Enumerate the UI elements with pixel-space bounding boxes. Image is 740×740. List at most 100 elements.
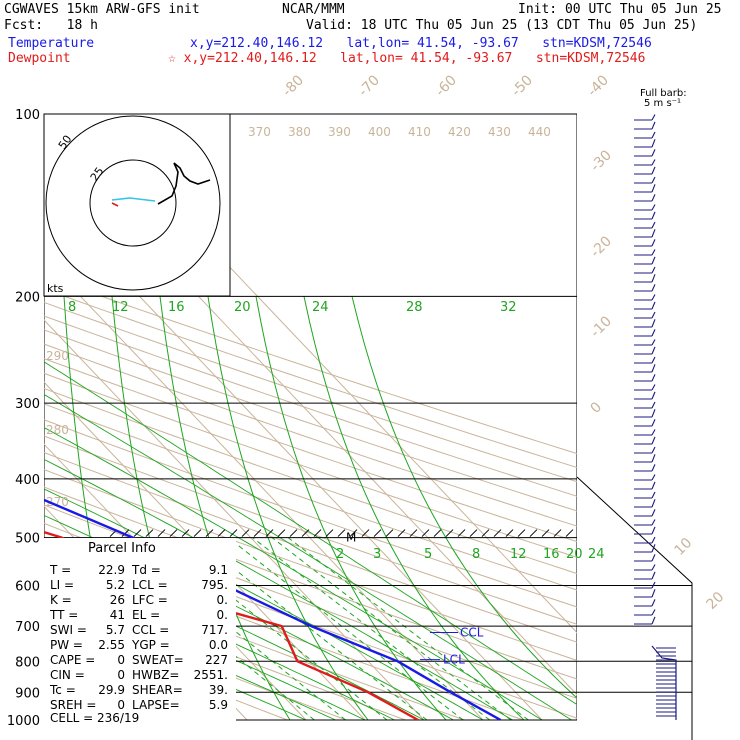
hatch-mark xyxy=(349,529,358,537)
dry-adiabat-line xyxy=(44,301,577,483)
theta-label: 370 xyxy=(248,125,271,139)
wind-barb xyxy=(634,409,656,418)
hodograph-trace-low xyxy=(111,197,156,202)
hatch-mark xyxy=(373,529,382,537)
init-time: Init: 00 UTC Thu 05 Jun 25 xyxy=(518,2,722,17)
mixing-ratio-label: 8 xyxy=(472,547,480,562)
isotherm-line xyxy=(44,319,425,720)
hatch-mark xyxy=(205,529,214,537)
parcel-info-cell: 9.1 xyxy=(209,563,228,577)
isotherm-label: -50 xyxy=(509,72,536,99)
hatch-mark xyxy=(169,529,178,537)
parcel-info-cell: EL = xyxy=(132,608,160,622)
pressure-tick-label: 100 xyxy=(15,108,40,123)
theta-label: 390 xyxy=(328,125,351,139)
wind-barb xyxy=(634,114,656,121)
parcel-info-cell: HWBZ= xyxy=(132,668,179,682)
mixing-ratio-label: 24 xyxy=(588,547,605,562)
wind-barb xyxy=(634,536,656,544)
hatch-mark xyxy=(445,529,454,537)
theta-label: 410 xyxy=(408,125,431,139)
wind-barb xyxy=(634,311,656,319)
hatch-mark xyxy=(433,529,442,537)
hatch-mark xyxy=(121,529,130,537)
parcel-info-cell: 2.55 xyxy=(98,638,125,652)
parcel-info-cell: SREH = xyxy=(50,698,96,712)
dry-adiabat-line xyxy=(44,403,577,591)
parcel-info-cell: 0. xyxy=(217,608,228,622)
theta-label: 420 xyxy=(448,125,471,139)
mixing-ratio-label: 3 xyxy=(373,547,381,562)
hatch-mark xyxy=(493,529,502,537)
wind-barb xyxy=(634,256,656,265)
wind-barb xyxy=(634,401,656,409)
lcl-label: LCL xyxy=(443,653,465,667)
hatch-mark xyxy=(229,529,238,537)
isotherm-label: 0 xyxy=(588,399,606,417)
isotherm-label: 10 xyxy=(672,535,696,559)
wind-barb xyxy=(634,419,656,427)
mixing-ratio-label: 32 xyxy=(500,300,517,315)
mixing-ratio-label: 20 xyxy=(234,300,251,315)
wind-barb xyxy=(634,159,656,166)
wind-barb xyxy=(634,194,656,202)
parcel-info-cell: K = xyxy=(50,593,72,607)
parcel-info-cell: 5.9 xyxy=(209,698,228,712)
hatch-mark xyxy=(457,529,466,537)
parcel-info-cell: 227 xyxy=(205,653,228,667)
wind-barb xyxy=(634,319,656,328)
hatch-mark xyxy=(385,529,394,537)
isotherm-line xyxy=(44,381,366,720)
hatch-mark xyxy=(469,529,478,537)
wind-barb xyxy=(634,384,656,391)
wind-barb xyxy=(634,564,656,571)
dewpoint-location: ☆ x,y=212.40,146.12 lat,lon= 41.54, -93.… xyxy=(168,51,646,66)
wind-barb xyxy=(634,374,656,382)
valid-time: Valid: 18 UTC Thu 05 Jun 25 (13 CDT Thu … xyxy=(306,18,698,33)
mixing-ratio-line xyxy=(227,537,464,720)
temperature-profile xyxy=(44,498,502,720)
parcel-info-cell: Td = xyxy=(131,563,161,577)
wind-barb xyxy=(634,239,656,247)
isotherm-label: -30 xyxy=(588,147,615,174)
mixing-ratio-label: 5 xyxy=(424,547,432,562)
isotherm-label: -10 xyxy=(588,313,615,340)
hodograph-ring-outer xyxy=(45,115,221,291)
pressure-tick-label: 800 xyxy=(15,655,40,670)
melting-level-label: M xyxy=(346,531,356,545)
parcel-info-title: Parcel Info xyxy=(88,541,156,556)
wind-barb xyxy=(634,211,656,220)
mixing-ratio-label: 28 xyxy=(406,300,423,315)
isotherm-label: -70 xyxy=(356,72,383,99)
wind-barb xyxy=(634,491,656,499)
dry-adiabat-line xyxy=(44,315,577,497)
parcel-info-cell: TT = xyxy=(49,608,78,622)
hatch-mark xyxy=(553,529,562,537)
mixing-ratio-label: 12 xyxy=(510,547,527,562)
mixing-ratio-line xyxy=(194,537,428,720)
parcel-info-cell: 2551. xyxy=(194,668,228,682)
hatch-mark xyxy=(397,529,406,537)
isotherm-label: -80 xyxy=(280,72,307,99)
isotherm-label: 20 xyxy=(704,589,728,613)
hatch-mark xyxy=(409,529,418,537)
pressure-tick-label: 600 xyxy=(15,580,40,595)
hatch-mark xyxy=(505,529,514,537)
mixing-ratio-label: 12 xyxy=(112,300,129,315)
wind-barb xyxy=(634,599,656,607)
wind-barb xyxy=(634,176,656,184)
mixing-ratio-label: 24 xyxy=(312,300,329,315)
wind-barb xyxy=(634,454,656,463)
isotherm-label: -60 xyxy=(433,72,460,99)
wind-barb xyxy=(634,131,656,139)
parcel-info-cell: YGP = xyxy=(131,638,170,652)
wind-barb xyxy=(634,589,656,598)
parcel-info-cell-motion: CELL = 236/19 xyxy=(50,711,139,725)
wind-barb xyxy=(634,464,656,472)
wind-barb xyxy=(634,571,656,580)
pressure-tick-label: 700 xyxy=(15,620,40,635)
hatch-mark xyxy=(481,529,490,537)
wind-barb xyxy=(634,481,656,490)
pressure-tick-label: 1000 xyxy=(7,714,40,729)
